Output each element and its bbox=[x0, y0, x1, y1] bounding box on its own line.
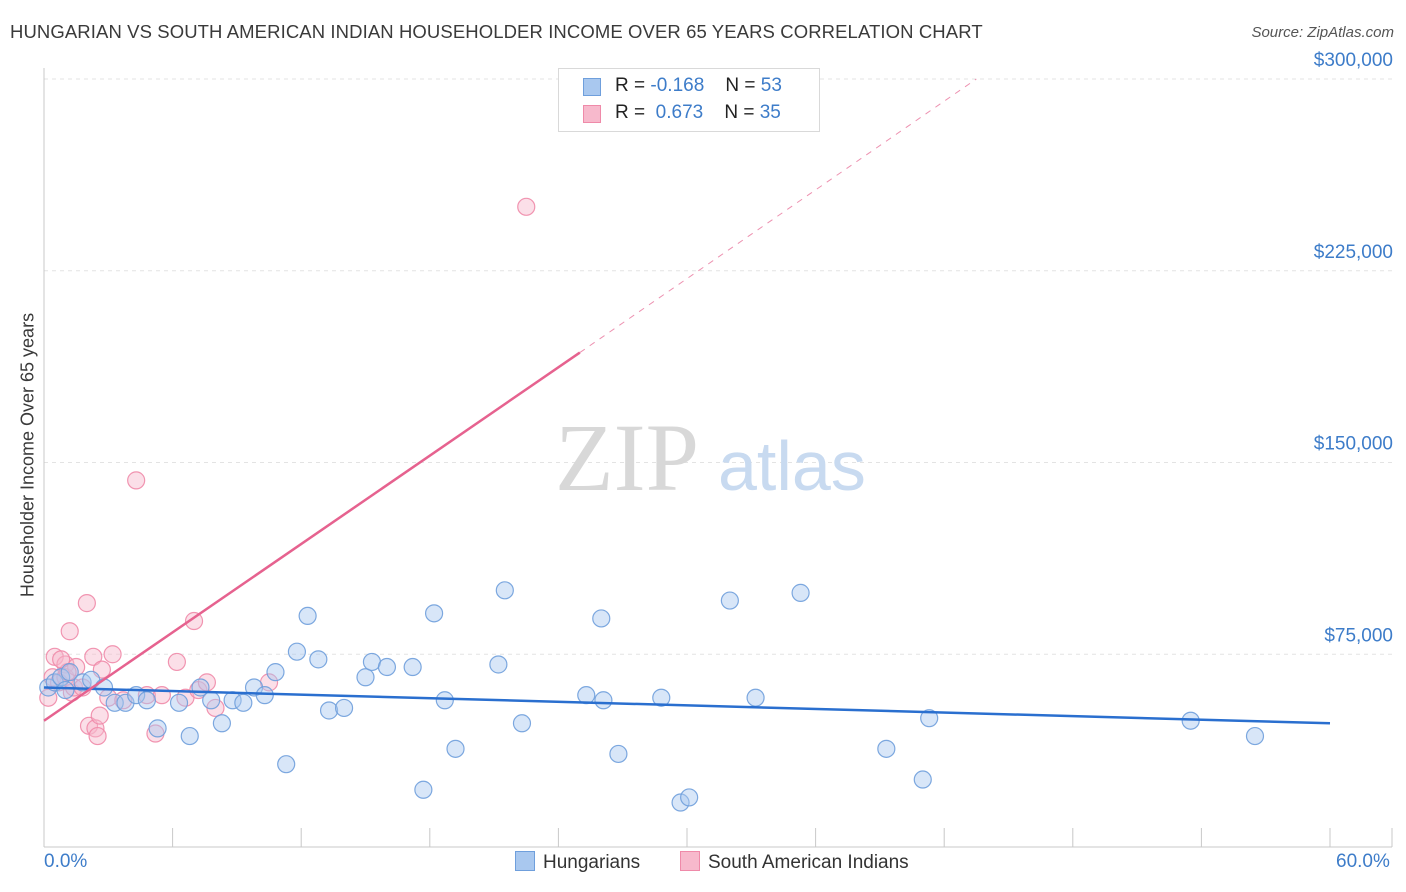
data-point-hungarian bbox=[791, 583, 810, 602]
data-point-south-american-indian bbox=[127, 471, 146, 490]
legend-r-label: R = bbox=[615, 102, 646, 123]
bottom-legend-label: South American Indians bbox=[708, 852, 909, 873]
y-tick-label: $300,000 bbox=[1314, 50, 1393, 71]
axes bbox=[43, 68, 1393, 848]
legend-n-value: 35 bbox=[759, 102, 781, 123]
watermark-atlas: atlas bbox=[718, 427, 866, 505]
data-point-hungarian bbox=[309, 650, 328, 669]
data-point-south-american-indian bbox=[517, 197, 536, 216]
trendline-hungarians bbox=[43, 686, 1331, 725]
data-point-hungarian bbox=[495, 581, 514, 600]
data-point-hungarian bbox=[1245, 726, 1265, 746]
legend-n-label: N = bbox=[725, 75, 756, 96]
data-point-south-american-indian bbox=[77, 594, 96, 613]
chart-title: HUNGARIAN VS SOUTH AMERICAN INDIAN HOUSE… bbox=[10, 21, 983, 42]
data-point-hungarian bbox=[148, 719, 167, 738]
data-point-hungarian bbox=[202, 691, 221, 710]
data-point-hungarian bbox=[446, 739, 465, 758]
data-point-hungarian bbox=[489, 655, 508, 674]
data-point-south-american-indian bbox=[103, 645, 122, 664]
data-point-south-american-indian bbox=[84, 647, 103, 666]
data-point-hungarian bbox=[356, 668, 375, 687]
legend-r-value: -0.168 bbox=[650, 75, 705, 96]
trendline-south-american-indians-extension bbox=[579, 78, 977, 353]
data-point-hungarian bbox=[424, 604, 444, 623]
watermark-zip: ZIP bbox=[555, 404, 699, 511]
data-point-hungarian bbox=[609, 744, 628, 764]
data-point-hungarian bbox=[592, 609, 611, 628]
data-point-hungarian bbox=[319, 701, 339, 720]
data-point-south-american-indian bbox=[167, 652, 186, 672]
data-point-hungarian bbox=[913, 770, 932, 789]
data-point-south-american-indian bbox=[184, 611, 204, 631]
bottom-legend-label: Hungarians bbox=[543, 852, 641, 873]
data-point-hungarian bbox=[266, 663, 285, 682]
data-point-south-american-indian bbox=[90, 706, 109, 725]
bottom-legend-hungarians[interactable]: Hungarians bbox=[515, 851, 640, 874]
gridlines bbox=[44, 78, 1392, 655]
data-point-hungarian bbox=[920, 709, 939, 728]
data-point-south-american-indian bbox=[39, 688, 58, 707]
legend-n-value: 53 bbox=[760, 75, 782, 96]
series-south-american-indians bbox=[39, 197, 536, 746]
data-point-hungarian bbox=[594, 691, 613, 710]
data-point-hungarian bbox=[746, 688, 765, 707]
data-point-hungarian bbox=[377, 657, 397, 677]
data-point-hungarian bbox=[60, 663, 79, 682]
data-point-hungarian bbox=[652, 688, 671, 707]
data-point-hungarian bbox=[277, 755, 296, 774]
data-point-hungarian bbox=[137, 691, 156, 710]
data-point-south-american-indian bbox=[52, 650, 71, 669]
legend-r-label: R = bbox=[615, 75, 646, 96]
data-point-hungarian bbox=[94, 678, 114, 697]
y-tick-label: $150,000 bbox=[1314, 434, 1393, 455]
data-point-hungarian bbox=[298, 606, 317, 626]
legend-n-label: N = bbox=[724, 102, 755, 123]
data-point-hungarian bbox=[180, 726, 199, 746]
data-point-hungarian bbox=[169, 693, 189, 712]
legend-swatch-hungarians bbox=[583, 78, 601, 96]
y-tick-labels: $75,000 $150,000 $225,000 $300,000 bbox=[1314, 50, 1393, 646]
correlation-legend: R = -0.168 N = 53 R = 0.673 N = 35 bbox=[558, 68, 820, 132]
x-tick-label-max: 60.0% bbox=[1336, 851, 1390, 872]
data-point-hungarian bbox=[56, 680, 75, 700]
data-point-hungarian bbox=[577, 686, 596, 705]
bottom-legend-swatch-south-american-indians bbox=[680, 851, 700, 871]
data-point-hungarian bbox=[105, 693, 124, 712]
data-point-hungarian bbox=[255, 686, 274, 705]
series-hungarians bbox=[39, 581, 1265, 812]
data-point-hungarian bbox=[212, 714, 231, 733]
watermark: ZIP atlas bbox=[555, 404, 866, 511]
data-point-hungarian bbox=[877, 739, 896, 758]
data-point-hungarian bbox=[287, 642, 307, 661]
data-point-south-american-indian bbox=[88, 726, 107, 746]
bottom-legend-south-american-indians[interactable]: South American Indians bbox=[680, 851, 909, 874]
data-point-hungarian bbox=[334, 698, 354, 718]
legend-r-value: 0.673 bbox=[650, 102, 704, 123]
data-point-hungarian bbox=[671, 793, 690, 812]
legend-swatch-south-american-indians bbox=[583, 105, 601, 123]
data-point-hungarian bbox=[403, 657, 422, 677]
y-tick-label: $75,000 bbox=[1324, 625, 1393, 646]
trendlines bbox=[43, 78, 1331, 725]
source-label: Source: ZipAtlas.com bbox=[1251, 24, 1394, 41]
data-point-hungarian bbox=[435, 691, 454, 710]
data-point-hungarian bbox=[414, 780, 433, 799]
trendline-south-american-indians bbox=[43, 351, 581, 722]
data-point-hungarian bbox=[680, 788, 699, 807]
data-point-hungarian bbox=[512, 714, 532, 733]
data-point-hungarian bbox=[234, 693, 253, 712]
bottom-legend-swatch-hungarians bbox=[515, 851, 535, 871]
x-tick-label-min: 0.0% bbox=[44, 851, 88, 872]
data-point-hungarian bbox=[720, 591, 739, 610]
y-tick-label: $225,000 bbox=[1314, 242, 1393, 263]
data-point-south-american-indian bbox=[60, 622, 79, 641]
